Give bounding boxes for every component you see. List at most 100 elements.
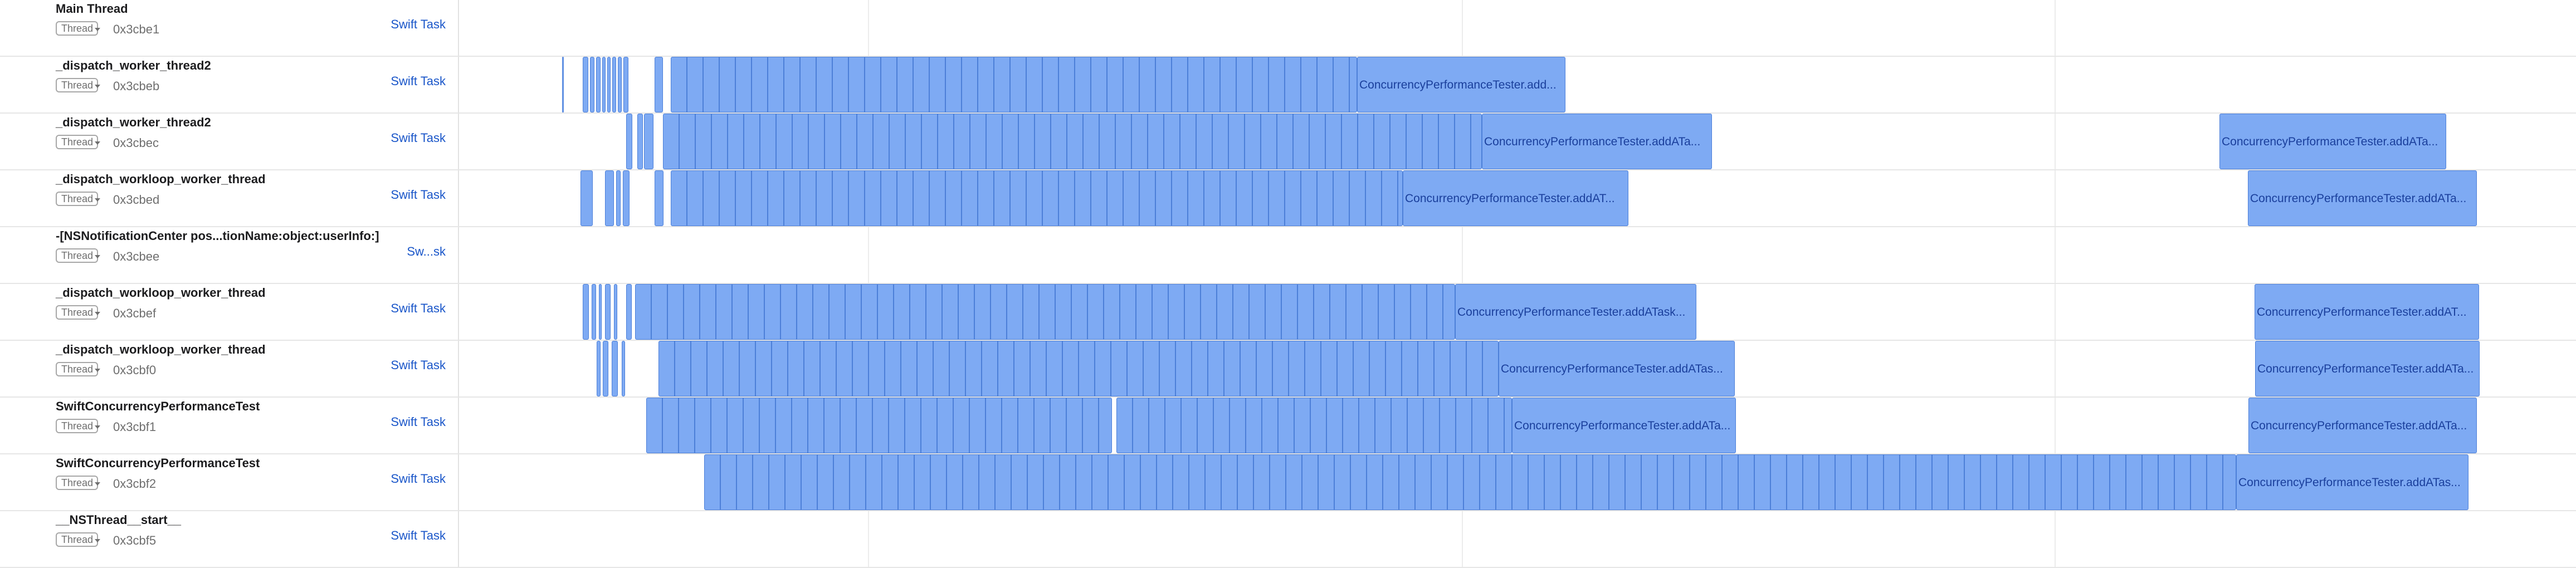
thread-row[interactable]: Main Thread Thread 0x3cbe1 Swift Task [0, 0, 2576, 57]
swift-task-interval[interactable] [658, 341, 1499, 396]
swift-task-interval[interactable] [599, 284, 602, 340]
swift-task-interval[interactable] [602, 57, 606, 112]
thread-type-popup-button[interactable]: Thread [56, 362, 100, 376]
swift-task-interval-labeled[interactable]: ConcurrencyPerformanceTester.addATa... [1512, 398, 1736, 453]
thread-row[interactable]: _dispatch_workloop_worker_thread Thread 0x… [0, 341, 2576, 398]
thread-row[interactable]: _dispatch_workloop_worker_thread Thread 0x… [0, 284, 2576, 341]
swift-task-link[interactable]: Swift Task [391, 74, 446, 88]
swift-task-interval[interactable] [622, 341, 625, 396]
swift-task-interval[interactable] [603, 341, 608, 396]
swift-task-interval[interactable] [704, 454, 2236, 510]
chevron-down-icon [95, 425, 100, 429]
swift-task-interval[interactable] [616, 170, 621, 226]
swift-task-interval[interactable] [635, 284, 1455, 340]
swift-task-interval-labeled[interactable]: ConcurrencyPerformanceTester.addATa... [1482, 114, 1712, 169]
thread-type-label: Thread [61, 80, 94, 91]
swift-task-interval-labeled[interactable]: ConcurrencyPerformanceTester.addATas... [2236, 454, 2468, 510]
swift-task-interval[interactable] [637, 114, 643, 169]
swift-task-interval[interactable] [580, 170, 593, 226]
swift-task-interval[interactable] [583, 284, 589, 340]
thread-row[interactable]: __NSThread__start__ Thread 0x3cbf5 Swift Ta… [0, 511, 2576, 568]
swift-task-interval[interactable] [663, 114, 1482, 169]
swift-task-interval[interactable] [626, 284, 632, 340]
swift-task-link[interactable]: Swift Task [391, 17, 446, 31]
swift-task-interval-labeled[interactable]: ConcurrencyPerformanceTester.addATa... [2248, 170, 2477, 226]
swift-task-interval[interactable] [655, 57, 663, 112]
swift-task-link[interactable]: Swift Task [391, 131, 446, 145]
thread-label-pane: __NSThread__start__ Thread 0x3cbf5 Swift Ta… [0, 511, 459, 567]
thread-row[interactable]: -[NSNotificationCenter pos...tionName:ob… [0, 227, 2576, 284]
swift-task-interval[interactable] [614, 284, 617, 340]
interval-track: ConcurrencyPerformanceTester.addATas... [459, 454, 2576, 510]
thread-type-popup-button[interactable]: Thread [56, 419, 100, 433]
thread-type-popup-button[interactable]: Thread [56, 305, 100, 320]
swift-task-link[interactable]: Swift Task [391, 528, 446, 542]
swift-task-interval[interactable] [597, 341, 601, 396]
swift-task-link[interactable]: Swift Task [391, 358, 446, 372]
swift-task-interval[interactable] [1116, 398, 1512, 453]
chevron-down-icon [95, 85, 100, 88]
swift-task-interval[interactable] [562, 57, 564, 112]
swift-task-interval-labeled[interactable]: ConcurrencyPerformanceTester.add... [1357, 57, 1565, 112]
swift-task-interval[interactable] [605, 170, 614, 226]
swift-task-interval-labeled[interactable]: ConcurrencyPerformanceTester.addATa... [2219, 114, 2446, 169]
thread-label-pane: _dispatch_workloop_worker_thread Thread 0x… [0, 341, 459, 396]
swift-task-link[interactable]: Sw...sk [407, 244, 446, 258]
thread-label-pane: SwiftConcurrencyPerformanceTest Thread 0x3… [0, 454, 459, 510]
thread-type-popup-button[interactable]: Thread [56, 248, 100, 263]
swift-task-interval[interactable] [607, 57, 611, 112]
swift-task-interval[interactable] [671, 57, 1357, 112]
thread-id: 0x3cbec [113, 136, 159, 150]
thread-row[interactable]: _dispatch_worker_thread2 Thread 0x3cbeb Swi… [0, 57, 2576, 114]
interval-track: ConcurrencyPerformanceTester.addATask...… [459, 284, 2576, 340]
swift-task-link[interactable]: Swift Task [391, 472, 446, 486]
swift-task-interval[interactable] [612, 341, 618, 396]
swift-task-link[interactable]: Swift Task [391, 415, 446, 429]
swift-task-interval[interactable] [644, 114, 653, 169]
swift-task-interval[interactable] [583, 57, 588, 112]
swift-task-interval[interactable] [655, 170, 663, 226]
swift-task-interval[interactable] [618, 57, 622, 112]
swift-task-interval-labeled[interactable]: ConcurrencyPerformanceTester.addATask... [1455, 284, 1696, 340]
swift-task-interval-labeled[interactable]: ConcurrencyPerformanceTester.addAT... [1403, 170, 1628, 226]
swift-task-interval[interactable] [623, 170, 630, 226]
thread-row[interactable]: _dispatch_workloop_worker_thread Thread 0x… [0, 170, 2576, 227]
swift-task-interval[interactable] [671, 170, 1403, 226]
thread-type-popup-button[interactable]: Thread [56, 192, 100, 206]
interval-track: ConcurrencyPerformanceTester.addAT... Con… [459, 170, 2576, 226]
chevron-down-icon [95, 482, 100, 486]
swift-task-interval-labeled[interactable]: ConcurrencyPerformanceTester.addATa... [2248, 398, 2477, 453]
swift-task-interval-labeled[interactable]: ConcurrencyPerformanceTester.addATas... [1499, 341, 1735, 396]
thread-type-popup-button[interactable]: Thread [56, 532, 100, 547]
thread-label-pane: _dispatch_worker_thread2 Thread 0x3cbeb Swi… [0, 57, 459, 112]
thread-type-label: Thread [61, 23, 94, 34]
thread-row[interactable]: _dispatch_worker_thread2 Thread 0x3cbec Swi… [0, 114, 2576, 170]
thread-type-popup-button[interactable]: Thread [56, 78, 100, 92]
thread-label-pane: Main Thread Thread 0x3cbe1 Swift Task [0, 0, 459, 56]
thread-title: _dispatch_workloop_worker_thread [56, 172, 266, 186]
swift-task-interval[interactable] [612, 57, 616, 112]
swift-task-interval[interactable] [596, 57, 601, 112]
thread-type-popup-button[interactable]: Thread [56, 476, 100, 490]
swift-task-interval-labeled[interactable]: ConcurrencyPerformanceTester.addATa... [2255, 341, 2480, 396]
thread-type-label: Thread [61, 364, 94, 375]
thread-label-pane: SwiftConcurrencyPerformanceTest Thread 0x3… [0, 398, 459, 453]
thread-id: 0x3cbf2 [113, 477, 157, 491]
thread-id: 0x3cbef [113, 306, 157, 320]
thread-id: 0x3cbf1 [113, 420, 157, 434]
swift-task-interval[interactable] [646, 398, 1112, 453]
swift-task-link[interactable]: Swift Task [391, 188, 446, 202]
swift-task-interval[interactable] [592, 284, 596, 340]
thread-type-label: Thread [61, 136, 94, 148]
swift-task-interval[interactable] [626, 114, 632, 169]
swift-task-interval[interactable] [605, 284, 611, 340]
thread-type-popup-button[interactable]: Thread [56, 135, 100, 149]
thread-row[interactable]: SwiftConcurrencyPerformanceTest Thread 0x3… [0, 454, 2576, 511]
swift-task-link[interactable]: Swift Task [391, 301, 446, 315]
thread-title: SwiftConcurrencyPerformanceTest [56, 456, 260, 470]
thread-row[interactable]: SwiftConcurrencyPerformanceTest Thread 0x3… [0, 398, 2576, 454]
swift-task-interval[interactable] [590, 57, 594, 112]
swift-task-interval[interactable] [623, 57, 628, 112]
swift-task-interval-labeled[interactable]: ConcurrencyPerformanceTester.addAT... [2255, 284, 2479, 340]
thread-type-popup-button[interactable]: Thread [56, 21, 100, 36]
